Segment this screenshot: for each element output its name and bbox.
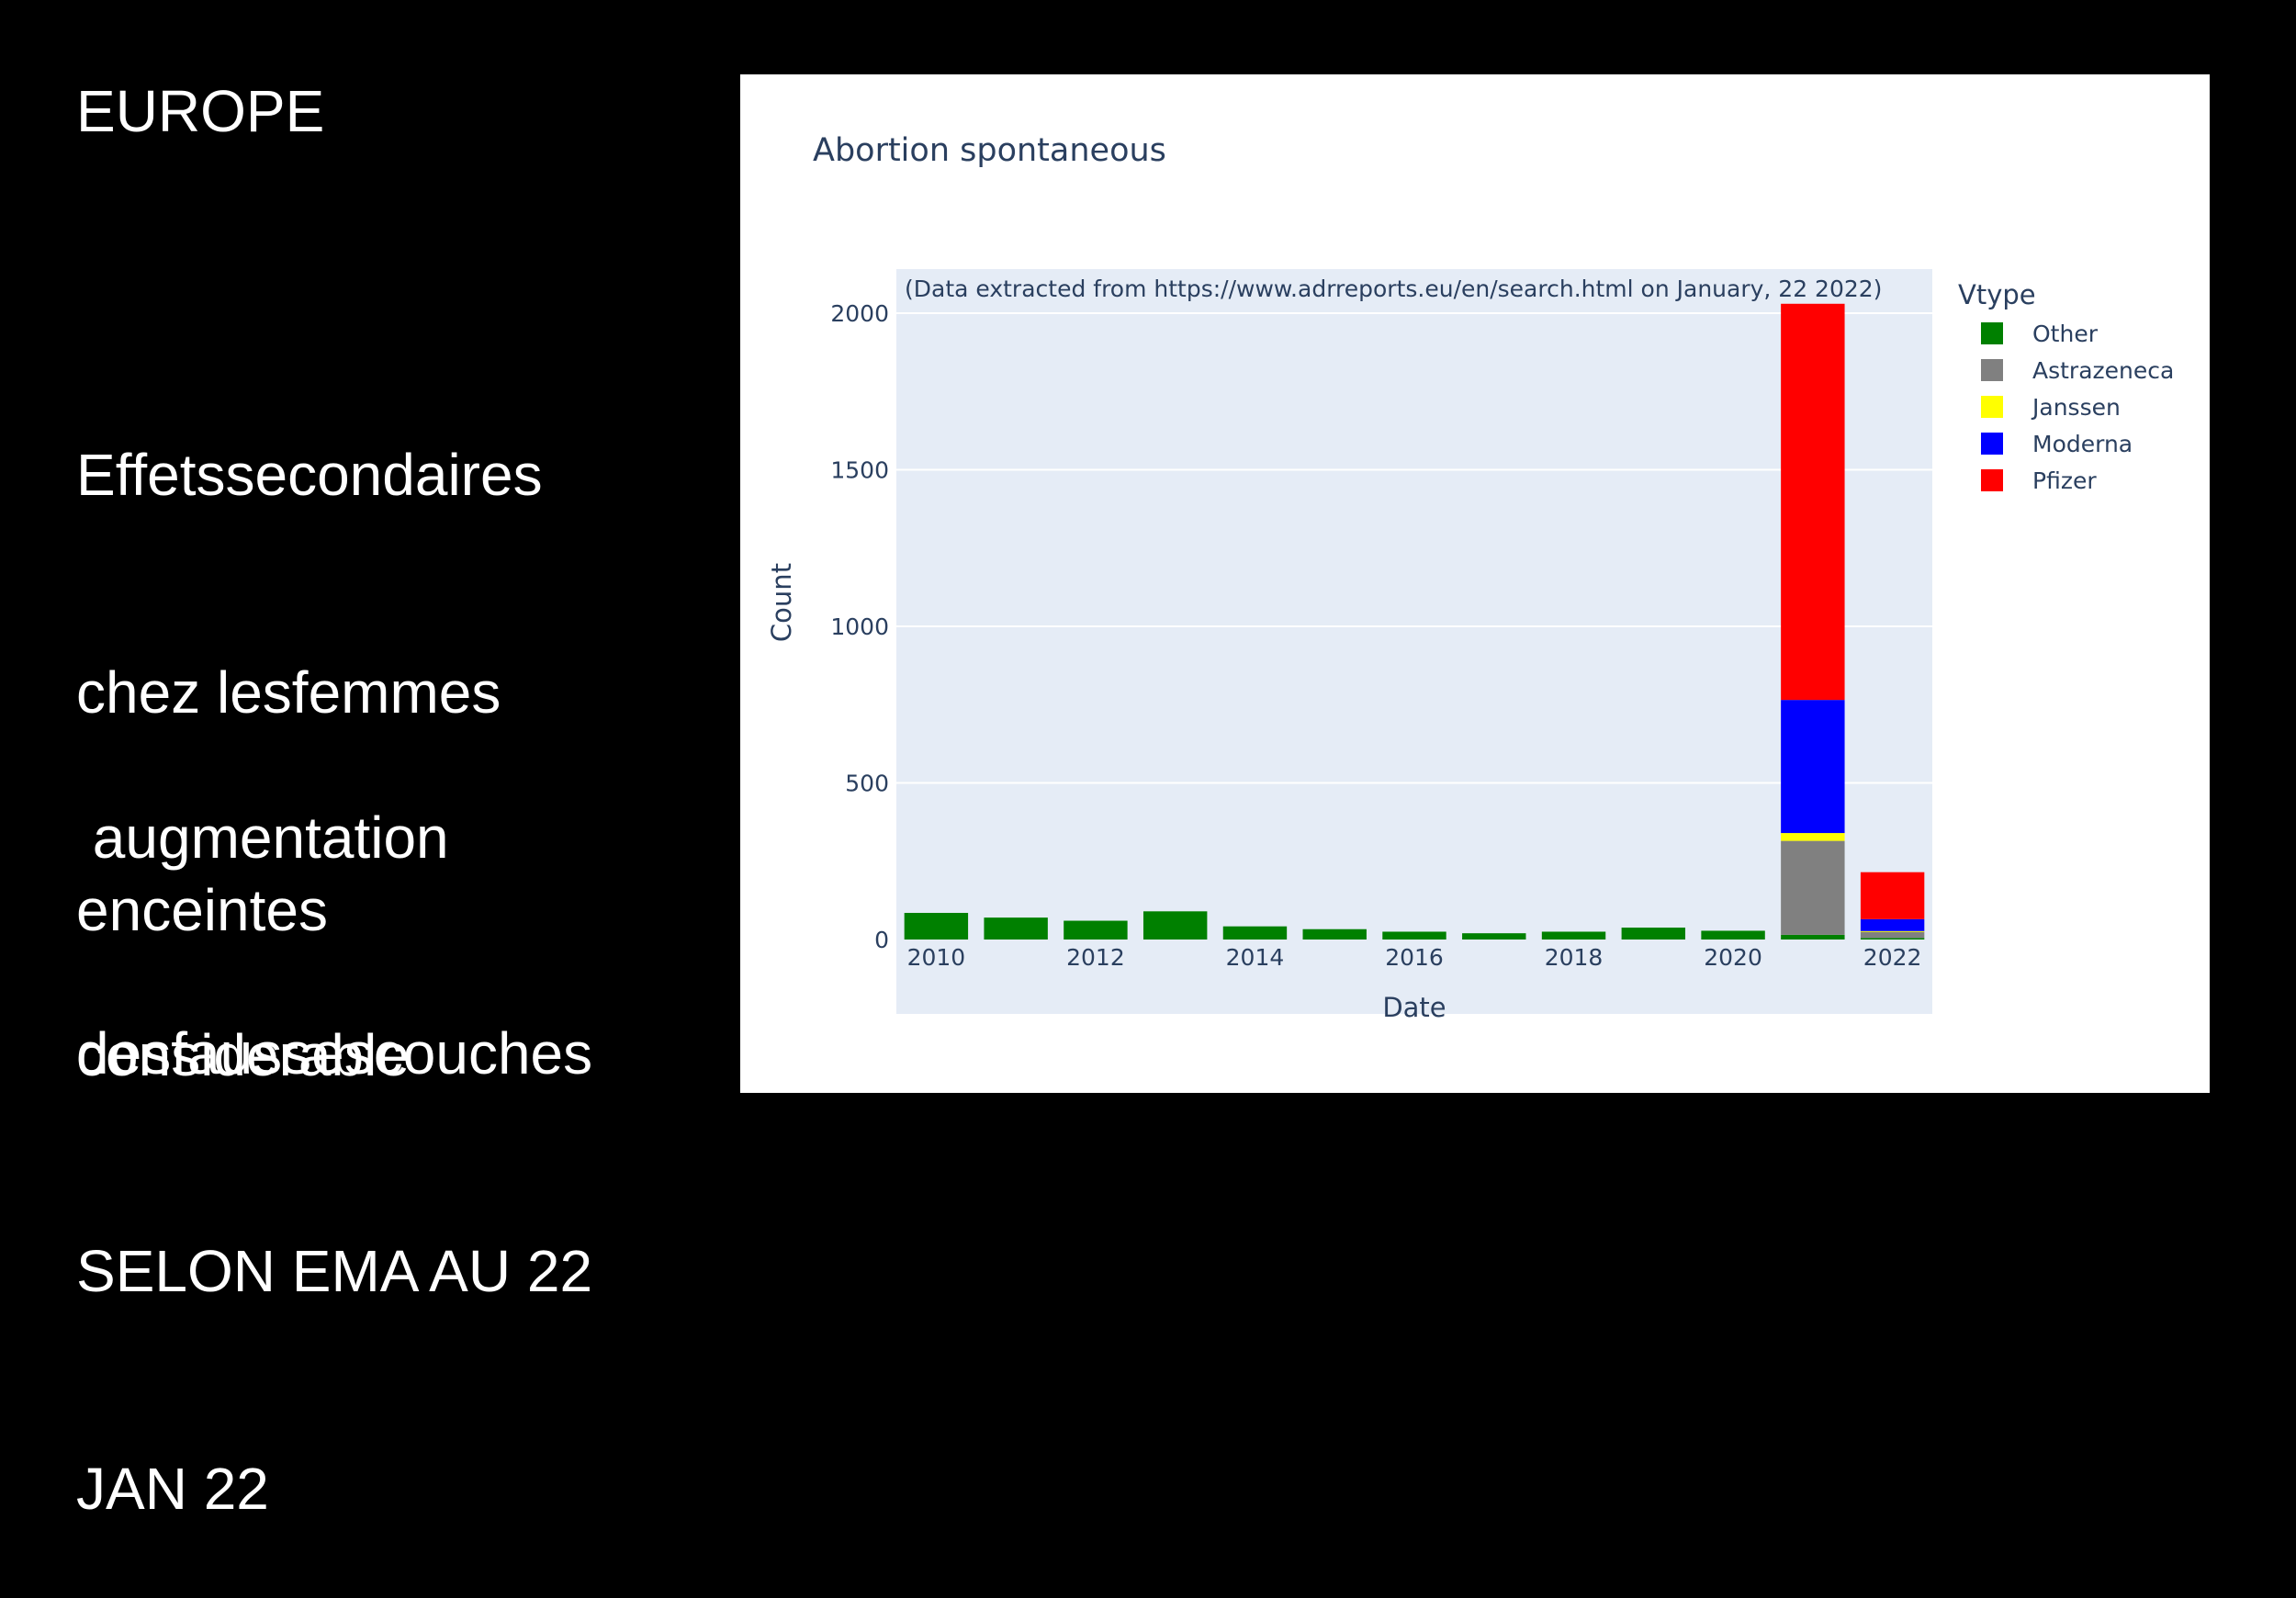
legend-swatch-moderna — [1981, 433, 2003, 455]
x-axis-title: Date — [1382, 992, 1446, 1023]
bar-other-2020 — [1701, 930, 1765, 940]
bar-other-2018 — [1541, 931, 1606, 940]
bar-other-2021 — [1781, 934, 1845, 940]
slide-subtitle: Effetssecondaires chez lesfemmes enceint… — [76, 294, 543, 1019]
legend-title: Vtype — [1958, 279, 2036, 310]
y-tick-label: 1000 — [830, 613, 889, 640]
plot-background — [896, 269, 1932, 1014]
slide-heading: EUROPE — [76, 78, 325, 144]
legend: Vtype Other Astrazeneca Janssen Moderna Pfiz… — [1958, 279, 2174, 494]
slide-highlight: augmentation considerable — [76, 657, 449, 1165]
bar-other-2017 — [1462, 933, 1526, 940]
bars — [904, 303, 1925, 940]
highlight-line: augmentation — [76, 805, 449, 871]
y-tick-label: 2000 — [830, 300, 889, 327]
chart-panel: Abortion spontaneous 0 500 1000 1500 2000 20… — [740, 74, 2210, 1093]
legend-items: Other Astrazeneca Janssen Moderna Pfizer — [1981, 321, 2174, 494]
subtitle-line: enceintes — [76, 877, 328, 943]
legend-swatch-pfizer — [1981, 469, 2003, 491]
chart-title: Abortion spontaneous — [813, 132, 1166, 169]
legend-label: Janssen — [2031, 394, 2121, 421]
bar-astrazeneca-2022 — [1860, 931, 1925, 939]
y-axis-ticks: 0 500 1000 1500 2000 — [830, 300, 889, 953]
bar-astrazeneca-2021 — [1781, 840, 1845, 935]
footer-line: SELON EMA AU 22 — [76, 1238, 593, 1304]
x-tick-label: 2016 — [1385, 944, 1444, 971]
x-axis-ticks: 2010 2012 2014 2016 2018 2020 2022 — [907, 944, 1922, 971]
bar-moderna-2021 — [1781, 700, 1845, 834]
legend-swatch-other — [1981, 322, 2003, 344]
x-tick-label: 2020 — [1704, 944, 1762, 971]
bar-other-2016 — [1382, 931, 1446, 940]
legend-swatch-astrazeneca — [1981, 359, 2003, 381]
bar-other-2022 — [1860, 938, 1925, 940]
footer-line: JAN 22 — [76, 1456, 269, 1522]
y-tick-label: 0 — [874, 927, 889, 953]
y-tick-label: 1500 — [830, 457, 889, 484]
chart-annotation: (Data extracted from https://www.adrrepo… — [905, 276, 1882, 302]
footer-line: desfaussescouches — [76, 1020, 593, 1086]
legend-label: Pfizer — [2032, 467, 2097, 494]
bar-other-2013 — [1142, 911, 1208, 940]
bar-other-2011 — [984, 917, 1048, 940]
x-tick-label: 2014 — [1226, 944, 1285, 971]
y-axis-title: Count — [766, 563, 797, 642]
bar-other-2014 — [1222, 926, 1288, 940]
legend-label: Moderna — [2032, 431, 2133, 457]
bar-other-2015 — [1302, 928, 1367, 940]
subtitle-line: chez lesfemmes — [76, 659, 501, 726]
legend-label: Astrazeneca — [2032, 357, 2174, 384]
bar-janssen-2021 — [1781, 833, 1845, 841]
bar-pfizer-2022 — [1860, 872, 1925, 919]
bar-janssen-2022 — [1860, 930, 1925, 932]
bar-other-2019 — [1621, 928, 1686, 940]
legend-swatch-janssen — [1981, 396, 2003, 418]
bar-other-2012 — [1064, 920, 1128, 940]
x-tick-label: 2022 — [1863, 944, 1922, 971]
grid-lines — [896, 312, 1932, 784]
x-tick-label: 2010 — [907, 944, 966, 971]
bar-other-2010 — [904, 913, 969, 940]
legend-label: Other — [2032, 321, 2099, 347]
bar-moderna-2022 — [1860, 918, 1925, 931]
bar-pfizer-2021 — [1781, 303, 1845, 701]
slide-footer: desfaussescouches SELON EMA AU 22 JAN 22 — [76, 872, 592, 1598]
x-tick-label: 2012 — [1066, 944, 1125, 971]
highlight-line: considerable — [76, 1022, 410, 1088]
y-tick-label: 500 — [845, 771, 889, 797]
subtitle-line: Effetssecondaires — [76, 442, 543, 508]
x-tick-label: 2018 — [1545, 944, 1604, 971]
bar-chart: Abortion spontaneous 0 500 1000 1500 2000 20… — [766, 132, 2174, 1023]
